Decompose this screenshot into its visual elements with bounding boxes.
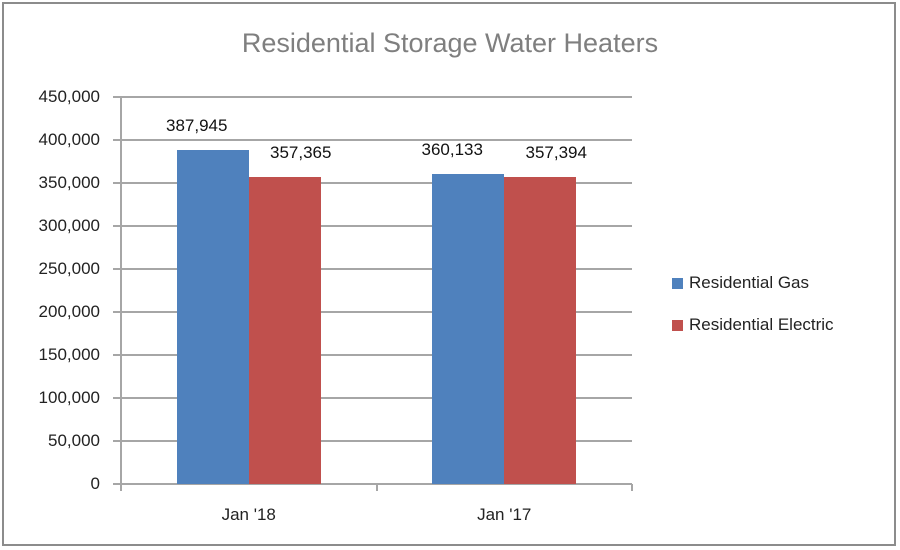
legend-label-electric: Residential Electric bbox=[689, 315, 834, 334]
y-tick-label: 250,000 bbox=[38, 259, 100, 278]
bar-gas bbox=[176, 150, 249, 484]
chart-title: Residential Storage Water Heaters bbox=[241, 28, 659, 58]
y-tick-label: 400,000 bbox=[38, 130, 100, 149]
gridline bbox=[113, 483, 632, 485]
x-category-label: Jan '18 bbox=[221, 505, 276, 524]
x-tick-mark bbox=[631, 484, 633, 491]
data-label: 357,394 bbox=[525, 142, 587, 162]
legend-swatch-gas bbox=[672, 277, 683, 289]
y-tick-label: 200,000 bbox=[38, 302, 100, 321]
y-tick-label: 100,000 bbox=[38, 388, 100, 407]
legend: Residential Gas Residential Electric bbox=[672, 272, 834, 356]
legend-item-electric: Residential Electric bbox=[672, 314, 834, 336]
gridline bbox=[113, 354, 632, 356]
x-category-label: Jan '17 bbox=[477, 505, 532, 524]
gridline bbox=[113, 268, 632, 270]
gridline bbox=[113, 311, 632, 313]
y-tick-label: 150,000 bbox=[38, 345, 100, 364]
gridline bbox=[113, 440, 632, 442]
y-tick-label: 0 bbox=[90, 474, 100, 493]
data-label: 357,365 bbox=[270, 142, 332, 162]
legend-swatch-electric bbox=[672, 319, 683, 331]
bar-gas bbox=[432, 174, 505, 484]
y-tick-label: 50,000 bbox=[48, 431, 100, 450]
legend-label-gas: Residential Gas bbox=[689, 273, 810, 292]
legend-item-gas: Residential Gas bbox=[672, 272, 834, 294]
y-tick-label: 300,000 bbox=[38, 216, 100, 235]
gridline bbox=[113, 397, 632, 399]
data-label: 387,945 bbox=[166, 116, 228, 136]
gridline bbox=[113, 96, 632, 98]
y-axis-line bbox=[120, 97, 122, 486]
x-tick-mark bbox=[375, 484, 378, 491]
x-tick-mark bbox=[120, 484, 122, 491]
y-tick-label: 450,000 bbox=[38, 87, 100, 106]
bar-electric bbox=[248, 176, 321, 484]
bar-electric bbox=[504, 176, 577, 484]
gridline bbox=[113, 139, 632, 141]
y-tick-label: 350,000 bbox=[38, 173, 100, 192]
gridline bbox=[113, 225, 632, 227]
gridline bbox=[113, 182, 632, 184]
data-label: 360,133 bbox=[421, 140, 483, 160]
